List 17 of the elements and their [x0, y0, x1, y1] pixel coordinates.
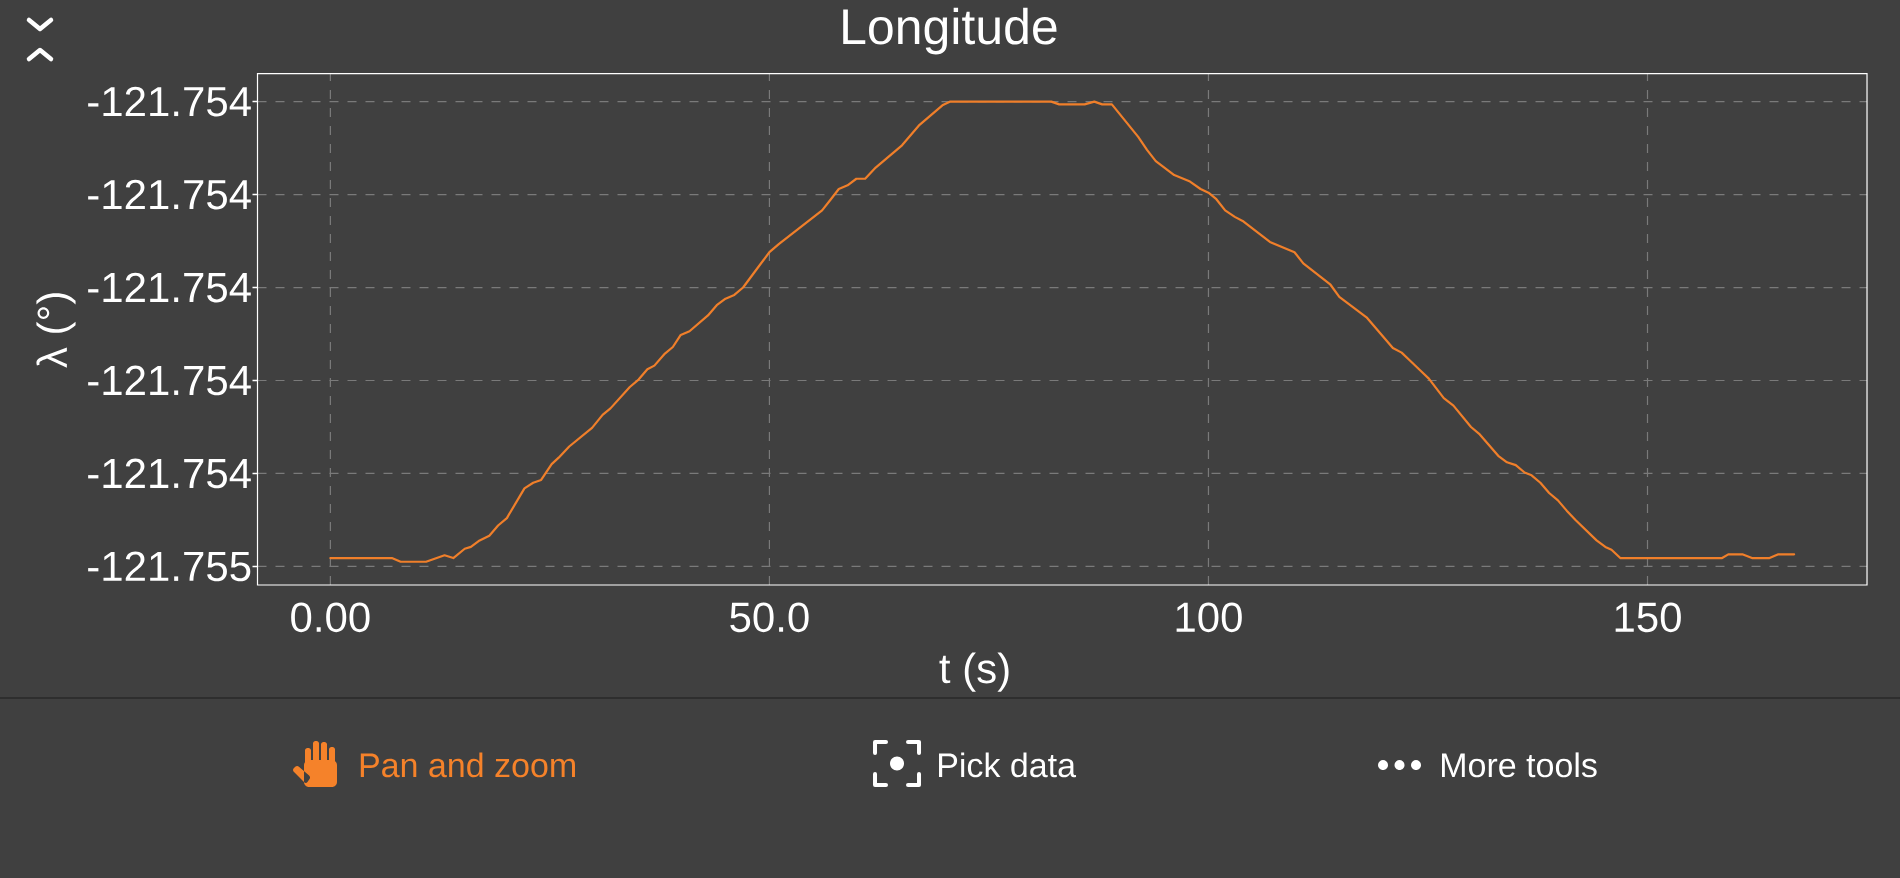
y-tick-label: -121.755 — [88, 551, 251, 582]
line-series — [329, 100, 1796, 563]
x-tick-label: 150 — [1615, 602, 1681, 633]
x-axis-title: t (s) — [939, 652, 1009, 692]
y-axis-title: λ (°) — [36, 293, 76, 368]
y-tick-label: -121.754 — [88, 458, 251, 489]
chart-title: Longitude — [843, 7, 1057, 55]
y-tick-label: -121.754 — [88, 86, 251, 117]
y-tick-label: -121.754 — [88, 272, 251, 303]
text: Pick data — [939, 752, 1077, 778]
text: More tools — [1442, 752, 1597, 778]
text: Pan and zoom — [360, 752, 575, 778]
y-tick-label: -121.754 — [88, 365, 251, 396]
y-tick-label: -121.754 — [88, 179, 251, 210]
x-tick-label: 100 — [1176, 602, 1242, 633]
x-tick-label: 50.0 — [730, 602, 809, 633]
x-tick-label: 0.00 — [291, 602, 370, 633]
